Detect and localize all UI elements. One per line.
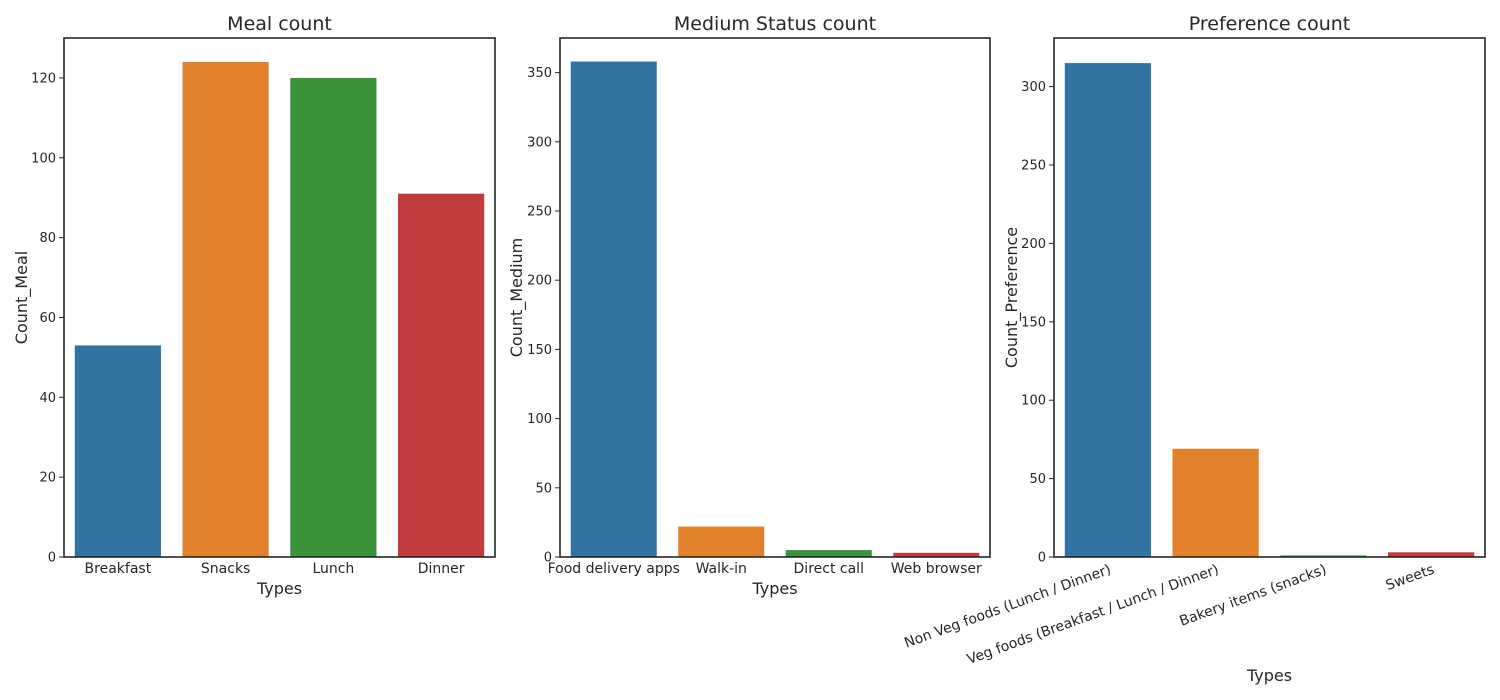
x-category-label: Web browser [891,561,982,577]
axes-frame [63,37,496,558]
y-tick-label: 120 [31,71,56,86]
x-category-label: Food delivery apps [548,561,680,577]
y-tick-label: 0 [544,551,552,566]
y-tick-label: 300 [1021,80,1046,95]
y-tick-label: 150 [1021,315,1046,330]
bar-1 [570,61,657,557]
x-category-label: Breakfast [85,561,152,577]
bar-3 [290,77,377,557]
bar-1 [74,345,161,557]
y-tick-label: 250 [527,205,552,220]
y-axis-label: Count_Meal [12,251,32,344]
y-tick-label: 100 [31,151,56,166]
y-axis-label: Count_Preference [1002,227,1022,368]
chart-panel-2: Medium Status count 0 50 100 150 200 250 300 350… [507,13,991,598]
axes-frame [559,37,991,558]
y-tick-label: 60 [39,311,56,326]
x-category-label: Dinner [418,561,465,577]
y-tick-label: 0 [1038,551,1046,566]
y-tick-label: 20 [39,471,56,486]
y-tick-label: 40 [39,391,56,406]
x-category-label: Snacks [201,561,250,577]
bar-2 [1172,448,1259,557]
bar-3 [785,550,872,557]
bar-2 [182,61,269,557]
y-tick-label: 100 [1021,394,1046,409]
y-tick-label: 200 [1021,237,1046,252]
chart-title: Meal count [227,13,332,35]
x-category-label: Direct call [794,561,864,577]
y-tick-label: 50 [535,481,552,496]
chart-title: Preference count [1189,13,1351,35]
bar-4 [893,552,980,557]
y-axis-label: Count_Medium [507,238,527,358]
y-tick-label: 250 [1021,159,1046,174]
y-tick-label: 0 [48,551,56,566]
y-tick-label: 350 [527,66,552,81]
x-axis-label: Types [256,579,302,598]
bar-1 [1064,63,1151,557]
x-category-label: Sweets [1384,562,1437,594]
x-category-label: Walk-in [696,561,747,577]
bar-4 [398,193,485,557]
chart-panel-1: Meal count 0 20 40 60 80 100 120 Breakfast Snacks… [12,13,496,598]
bar-4 [1388,552,1475,557]
y-tick-label: 80 [39,231,56,246]
y-tick-label: 300 [527,135,552,150]
axes-frame [1053,37,1486,558]
y-tick-label: 200 [527,274,552,289]
y-tick-label: 150 [527,343,552,358]
x-axis-label: Types [1246,666,1292,685]
x-axis-label: Types [751,579,797,598]
y-tick-label: 100 [527,412,552,427]
chart-title: Medium Status count [674,13,876,35]
bar-2 [678,526,765,557]
x-category-label: Lunch [312,561,354,577]
y-tick-label: 50 [1029,472,1046,487]
